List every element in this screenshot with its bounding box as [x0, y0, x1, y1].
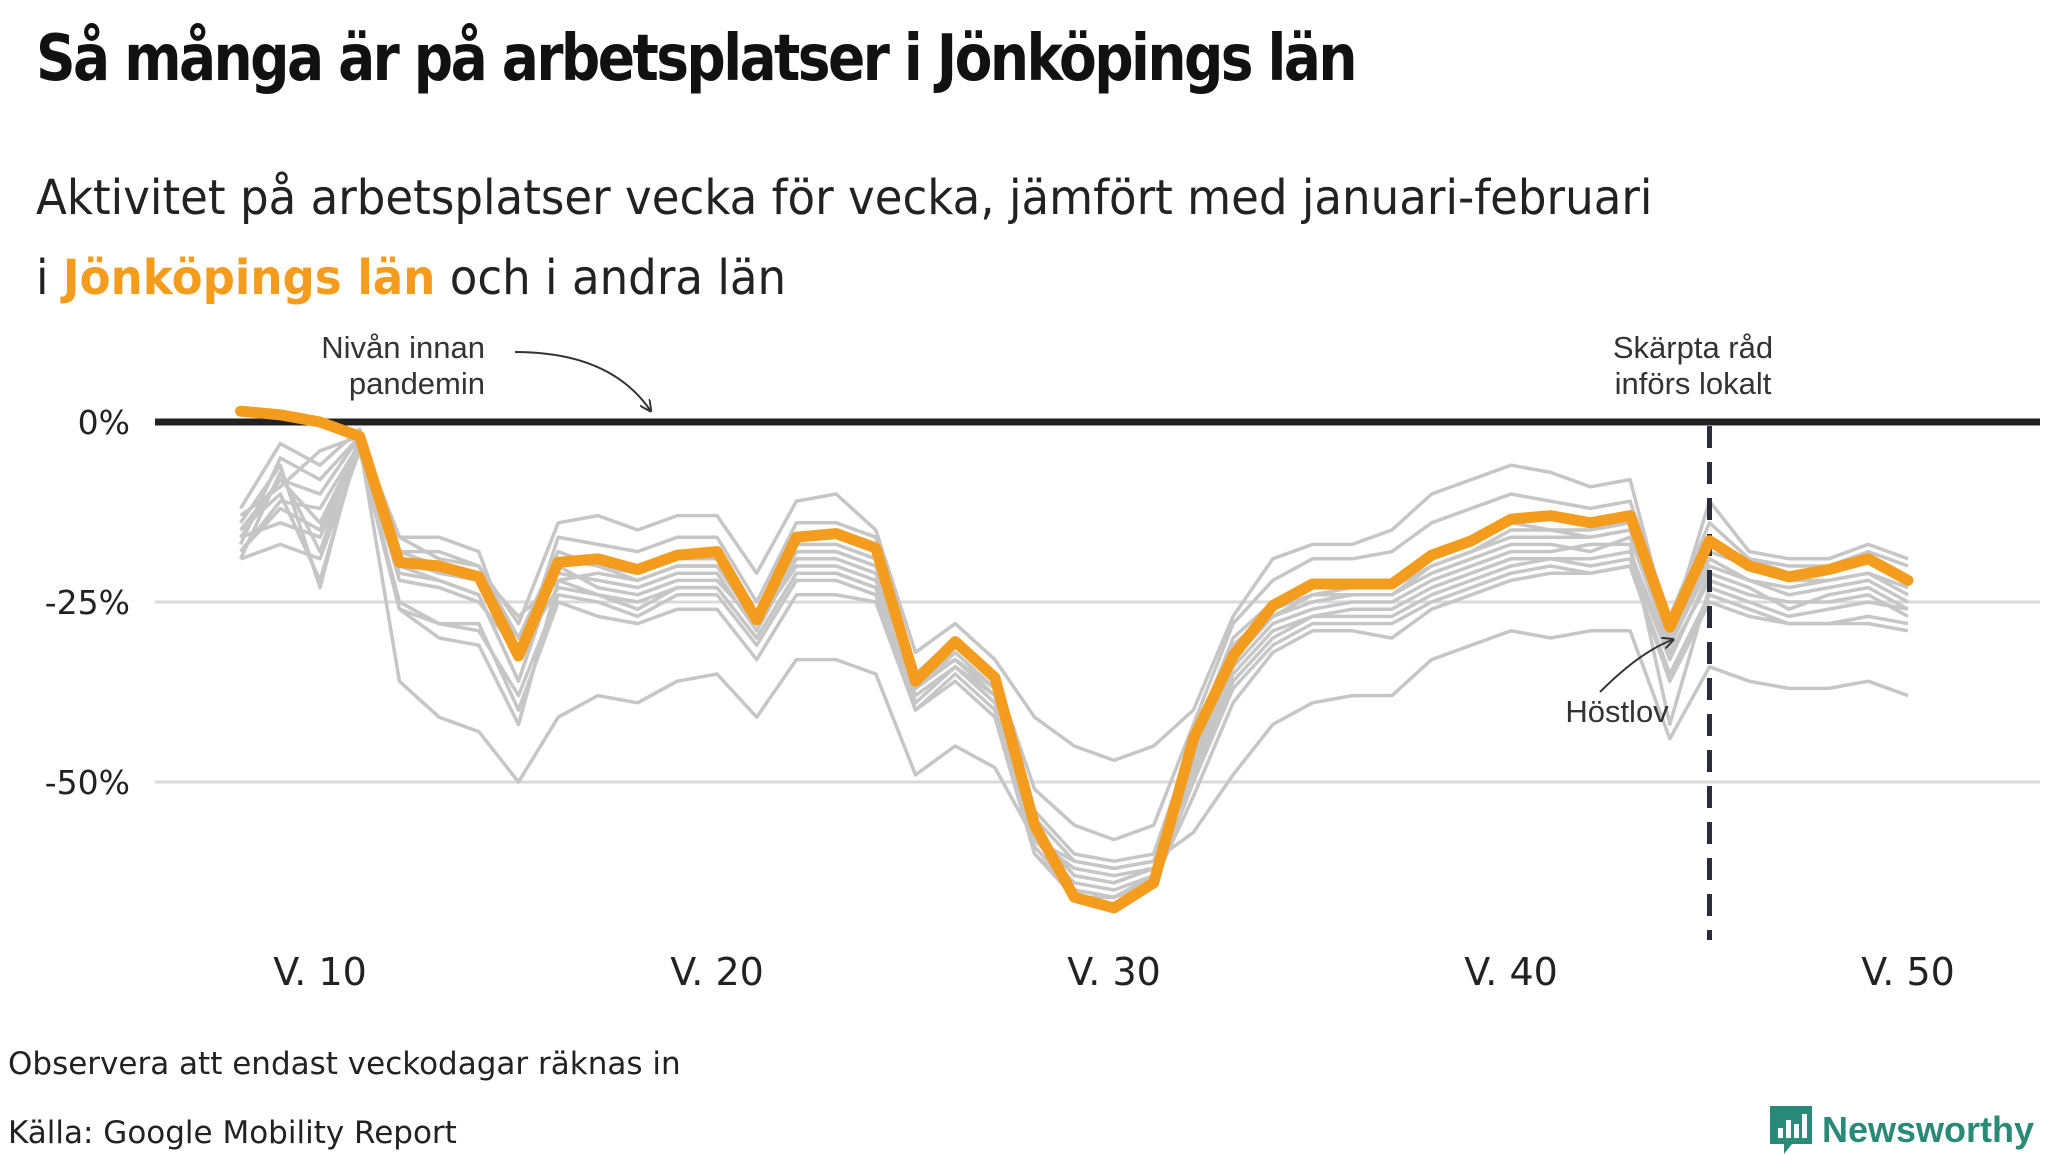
autumn-break-label: Höstlov: [1565, 694, 1669, 729]
subtitle-highlight: Jönköpings län: [62, 250, 436, 306]
other-county-line: [239, 441, 1909, 871]
other-county-lines: [239, 427, 1909, 899]
brand[interactable]: Newsworthy: [1769, 1106, 2034, 1154]
highlight-county-line: [235, 405, 1914, 914]
baseline-annotation-line-1: Nivån innan: [321, 330, 485, 365]
subtitle-prefix: i: [36, 250, 63, 306]
y-tick-label: -25%: [45, 583, 130, 622]
y-tick-label: 0%: [78, 403, 130, 442]
line-chart: 0% -25% -50% V. 10 V. 20 V. 30 V. 40 V. 50 Niv…: [45, 330, 2040, 994]
source-note: Källa: Google Mobility Report: [8, 1115, 457, 1151]
y-axis: 0% -25% -50%: [45, 403, 130, 802]
y-tick-label: -50%: [45, 763, 130, 802]
x-tick-label: V. 50: [1861, 950, 1955, 994]
footnote: Observera att endast veckodagar räknas i…: [8, 1046, 681, 1082]
newsworthy-logo-icon: [1769, 1106, 1812, 1154]
x-tick-label: V. 20: [670, 950, 764, 994]
subtitle-line-1: Aktivitet på arbetsplatser vecka för vec…: [36, 170, 1653, 226]
other-county-line: [239, 434, 1909, 878]
autumn-break-arrow: [1599, 640, 1672, 693]
advice-annotation-line-1: Skärpta råd: [1613, 330, 1773, 365]
brand-name: Newsworthy: [1821, 1109, 2034, 1150]
x-tick-label: V. 40: [1464, 950, 1558, 994]
other-county-line: [239, 434, 1909, 885]
x-tick-label: V. 30: [1067, 950, 1161, 994]
subtitle-line-2: i Jönköpings län och i andra län: [36, 238, 1652, 318]
baseline-annotation-arrow: [514, 351, 650, 410]
advice-annotation-line-2: införs lokalt: [1615, 366, 1772, 401]
chart-title: Så många är på arbetsplatser i Jönköping…: [36, 22, 1358, 96]
chart-subtitle: Aktivitet på arbetsplatser vecka för vec…: [36, 158, 1652, 318]
subtitle-suffix: och i andra län: [435, 250, 787, 306]
other-county-line: [239, 434, 1909, 763]
x-tick-label: V. 10: [273, 950, 367, 994]
x-axis: V. 10 V. 20 V. 30 V. 40 V. 50: [273, 950, 1955, 994]
baseline-annotation-line-2: pandemin: [349, 366, 485, 401]
